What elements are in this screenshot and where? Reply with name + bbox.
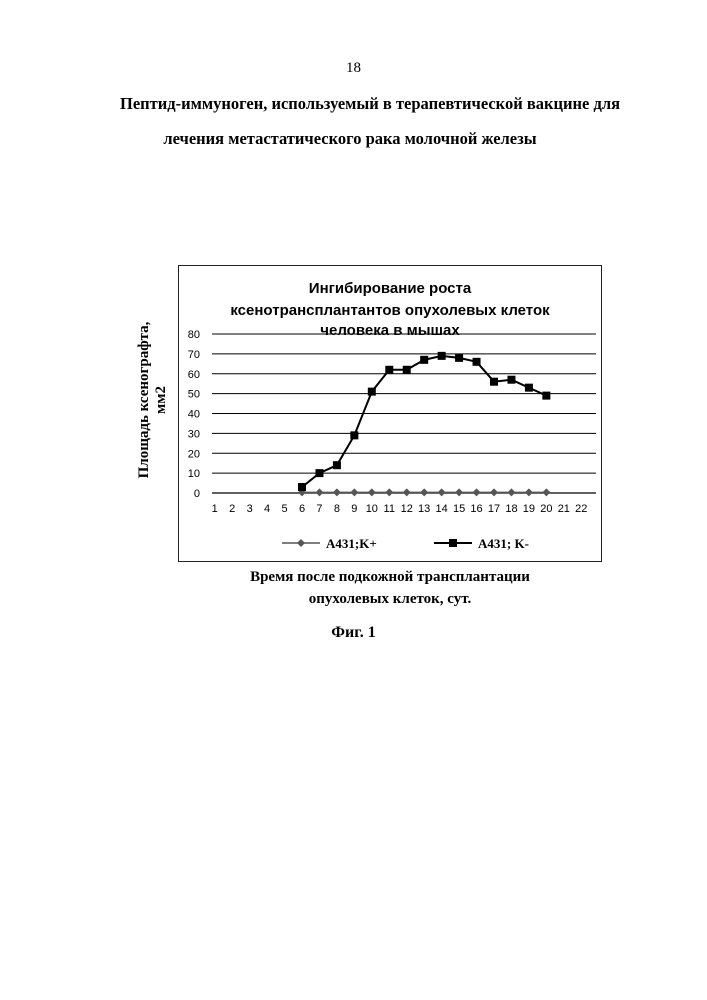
data-point-k-plus [385,488,393,496]
legend-marker-diamond [297,539,305,547]
data-point-k-plus [473,488,481,496]
data-point-k-minus [542,392,550,400]
data-point-k-plus [490,488,498,496]
x-tick-label: 5 [281,503,287,515]
x-tick-label: 21 [558,503,570,515]
legend-label-2: A431; K- [478,536,529,551]
x-tick-label: 12 [401,503,413,515]
legend-marker-square [449,539,457,547]
data-point-k-minus [298,483,306,491]
x-tick-label: 2 [229,503,235,515]
x-tick-label: 22 [575,503,587,515]
x-axis-label-line-2: опухолевых клеток, сут. [178,591,602,608]
y-tick-label: 20 [188,448,200,460]
x-tick-label: 6 [299,503,305,515]
x-tick-label: 3 [247,503,253,515]
data-point-k-minus [473,358,481,366]
data-point-k-minus [490,378,498,386]
x-tick-label: 17 [488,503,500,515]
data-point-k-minus [403,366,411,374]
data-point-k-plus [403,488,411,496]
x-tick-label: 14 [436,503,448,515]
x-tick-label: 7 [316,503,322,515]
x-axis-label-line-1: Время после подкожной трансплантации [178,569,602,586]
y-tick-label: 60 [188,369,200,381]
y-tick-label: 40 [188,409,200,421]
data-point-k-plus [455,488,463,496]
y-tick-label: 80 [188,329,200,341]
x-tick-label: 8 [334,503,340,515]
y-tick-label: 50 [188,389,200,401]
data-point-k-plus [350,488,358,496]
x-tick-label: 10 [366,503,378,515]
x-tick-label: 9 [351,503,357,515]
x-tick-label: 16 [470,503,482,515]
x-tick-label: 20 [540,503,552,515]
data-point-k-minus [420,356,428,364]
data-point-k-plus [438,488,446,496]
y-tick-label: 30 [188,428,200,440]
y-tick-label: 10 [188,468,200,480]
x-tick-label: 18 [505,503,517,515]
y-tick-label: 0 [194,488,200,500]
data-point-k-minus [315,469,323,477]
data-point-k-plus [333,488,341,496]
legend-label-1: A431;K+ [326,536,377,551]
x-tick-label: 15 [453,503,465,515]
data-point-k-minus [525,384,533,392]
x-tick-label: 11 [384,503,395,515]
data-point-k-minus [438,352,446,360]
data-point-k-minus [350,431,358,439]
data-point-k-plus [525,488,533,496]
data-point-k-plus [420,488,428,496]
data-point-k-minus [368,388,376,396]
x-tick-label: 19 [523,503,535,515]
figure-label: Фиг. 1 [0,624,707,642]
data-point-k-plus [315,488,323,496]
data-point-k-plus [368,488,376,496]
data-point-k-minus [507,376,515,384]
data-point-k-plus [507,488,515,496]
data-point-k-minus [455,354,463,362]
x-tick-label: 13 [418,503,430,515]
data-point-k-minus [333,461,341,469]
data-point-k-minus [385,366,393,374]
y-tick-label: 70 [188,349,200,361]
x-tick-label: 1 [212,503,218,515]
x-tick-label: 4 [264,503,270,515]
data-point-k-plus [542,488,550,496]
